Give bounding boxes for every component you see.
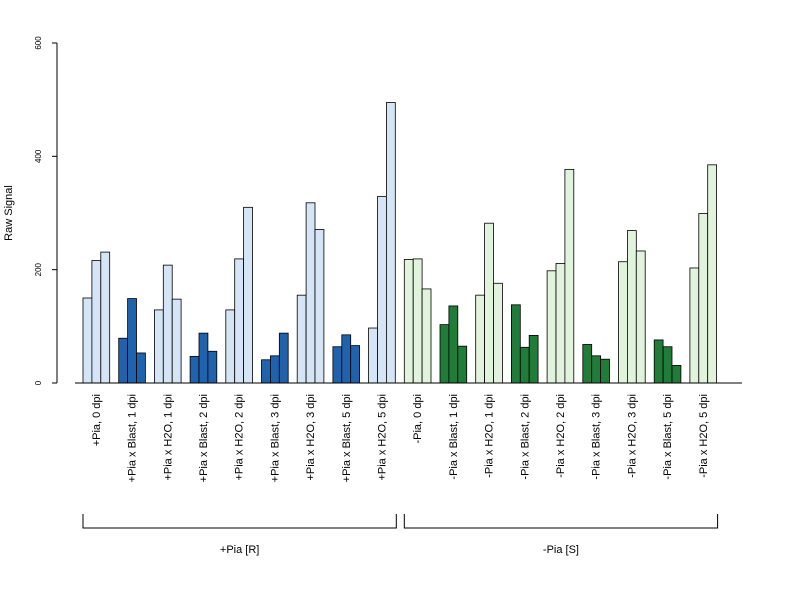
bar	[627, 230, 637, 384]
bar	[385, 102, 396, 384]
bar	[243, 206, 253, 384]
bar	[234, 258, 244, 384]
group-bracket	[82, 514, 397, 529]
bar	[332, 346, 343, 384]
bar	[591, 355, 602, 384]
category-label: +Pia x H2O, 1 dpi	[162, 394, 174, 481]
bar	[100, 251, 111, 384]
bar	[510, 304, 521, 384]
category-label: +Pia x Blast, 1 dpi	[127, 394, 139, 482]
category-label: +Pia, 0 dpi	[91, 394, 103, 446]
y-tick-label: 0	[34, 380, 43, 385]
bar	[162, 264, 173, 384]
category-label: -Pia x Blast, 3 dpi	[591, 394, 603, 480]
bar	[377, 196, 387, 384]
bar	[439, 324, 450, 384]
bar	[564, 168, 575, 384]
category-label: +Pia x H2O, 5 dpi	[376, 394, 388, 481]
bar	[493, 282, 503, 384]
bar	[171, 298, 182, 384]
category-label: -Pia x H2O, 5 dpi	[698, 394, 710, 478]
bar	[662, 346, 673, 384]
bar	[368, 327, 378, 384]
bars	[82, 102, 718, 384]
bar	[314, 229, 325, 384]
category-labels: +Pia, 0 dpi +Pia x Blast, 1 dpi +Pia x H2O…	[91, 394, 710, 482]
bar	[582, 344, 593, 384]
bar	[707, 164, 718, 384]
bar	[341, 334, 352, 384]
category-label: +Pia x Blast, 3 dpi	[269, 394, 281, 482]
bar	[403, 259, 414, 384]
bar	[261, 359, 271, 384]
category-label: -Pia x H2O, 1 dpi	[484, 394, 496, 478]
y-tick-label: 400	[34, 149, 43, 163]
bar	[207, 350, 218, 384]
group-brackets: +Pia [R] -Pia [S]	[82, 514, 719, 556]
bar	[635, 250, 646, 384]
category-label: -Pia x H2O, 2 dpi	[555, 394, 567, 478]
bar	[127, 298, 137, 384]
bar	[671, 365, 682, 384]
bar	[618, 261, 628, 384]
bar	[555, 263, 566, 384]
bar	[91, 260, 102, 384]
bar	[189, 355, 200, 384]
bar	[484, 222, 494, 384]
bar	[653, 339, 664, 384]
category-label: -Pia x H2O, 3 dpi	[626, 394, 638, 478]
bar	[269, 355, 280, 384]
y-tick-label: 600	[34, 36, 43, 50]
bar	[421, 288, 432, 384]
category-label: -Pia x Blast, 5 dpi	[662, 394, 674, 480]
category-label: +Pia x Blast, 2 dpi	[198, 394, 210, 482]
category-label: -Pia x Blast, 2 dpi	[519, 394, 531, 480]
category-label: +Pia x Blast, 5 dpi	[341, 394, 353, 482]
bar	[448, 305, 459, 384]
bar	[546, 270, 557, 384]
bar	[225, 309, 236, 384]
category-label: +Pia x H2O, 3 dpi	[305, 394, 317, 481]
bar	[689, 267, 700, 384]
group-bracket	[403, 514, 719, 529]
bar	[82, 297, 93, 384]
y-tick-label: 200	[34, 262, 43, 276]
bar	[198, 332, 209, 384]
category-label: -Pia x Blast, 1 dpi	[448, 394, 460, 480]
bar	[519, 346, 530, 384]
bar	[278, 332, 289, 384]
y-axis-title: Raw Signal	[3, 185, 15, 241]
bar	[457, 345, 468, 384]
bar	[698, 213, 709, 384]
bar	[296, 294, 307, 384]
bar	[350, 345, 361, 384]
bar	[118, 337, 128, 384]
y-axis: 0 200 400 600	[34, 36, 58, 385]
group-label: +Pia [R]	[220, 544, 259, 556]
bar	[153, 309, 164, 384]
group-label: -Pia [S]	[543, 544, 579, 556]
category-label: +Pia x H2O, 2 dpi	[234, 394, 246, 481]
bar	[412, 258, 423, 384]
bar	[600, 358, 610, 384]
bar	[475, 294, 486, 384]
bar	[528, 334, 539, 384]
bar	[305, 202, 316, 384]
category-label: -Pia, 0 dpi	[412, 394, 424, 444]
bar	[136, 352, 146, 384]
